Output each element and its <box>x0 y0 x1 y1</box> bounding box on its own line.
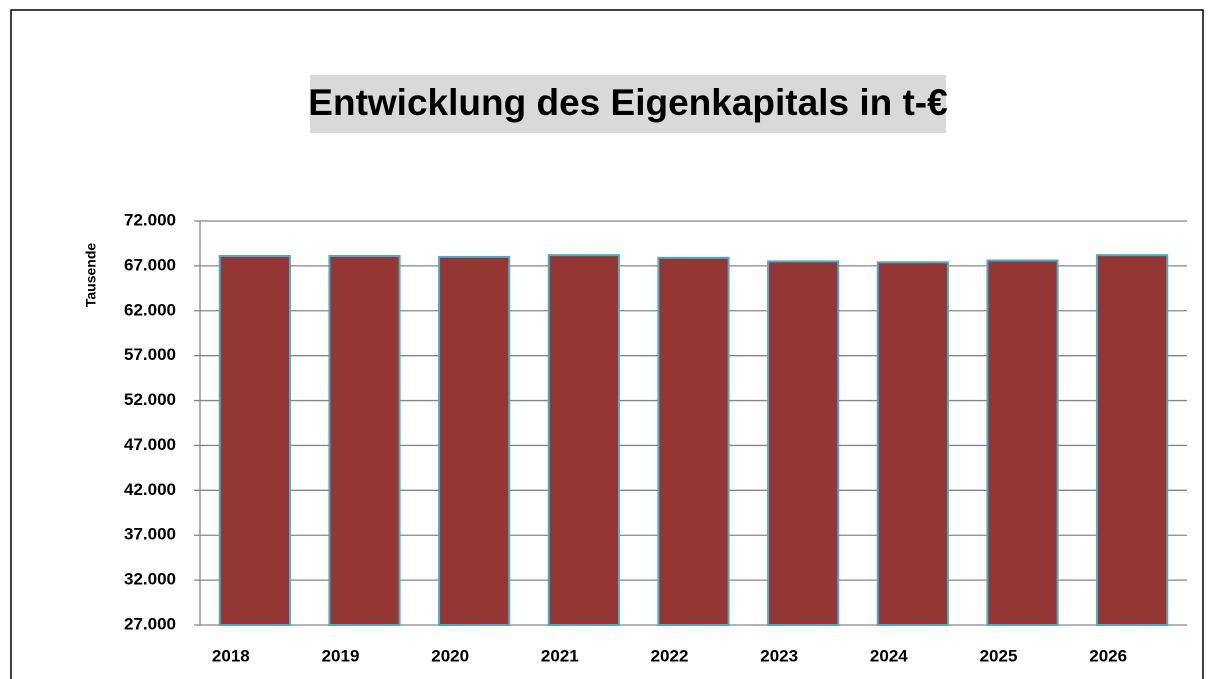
y-tick-label: 37.000 <box>124 525 176 544</box>
x-tick-label: 2026 <box>1089 646 1127 665</box>
y-tick-label: 57.000 <box>124 345 176 364</box>
x-tick-label: 2024 <box>870 646 908 665</box>
x-tick-label: 2022 <box>651 646 689 665</box>
title-box <box>310 75 946 133</box>
bar <box>767 260 840 626</box>
x-tick-label: 2025 <box>980 646 1018 665</box>
x-tick-label: 2018 <box>212 646 250 665</box>
bar <box>438 255 511 626</box>
y-tick-label: 72.000 <box>124 210 176 229</box>
bar <box>657 256 730 626</box>
x-tick-label: 2021 <box>541 646 579 665</box>
bar <box>986 259 1059 626</box>
y-tick-label: 67.000 <box>124 255 176 274</box>
y-tick-label: 47.000 <box>124 435 176 454</box>
bar <box>328 255 401 626</box>
y-tick-label: 42.000 <box>124 480 176 499</box>
x-tick-label: 2020 <box>431 646 469 665</box>
bar <box>1096 254 1169 626</box>
y-tick-label: 32.000 <box>124 570 176 589</box>
x-tick-label: 2019 <box>322 646 360 665</box>
x-tick-label: 2023 <box>760 646 798 665</box>
bar <box>876 261 949 626</box>
chart-title: Entwicklung des Eigenkapitals in t-€ <box>308 82 947 123</box>
y-tick-label: 62.000 <box>124 300 176 319</box>
y-tick-label: 27.000 <box>124 614 176 633</box>
y-axis-label: Tausende <box>83 243 99 308</box>
bar <box>547 254 620 626</box>
bar <box>218 255 291 626</box>
y-tick-label: 52.000 <box>124 390 176 409</box>
